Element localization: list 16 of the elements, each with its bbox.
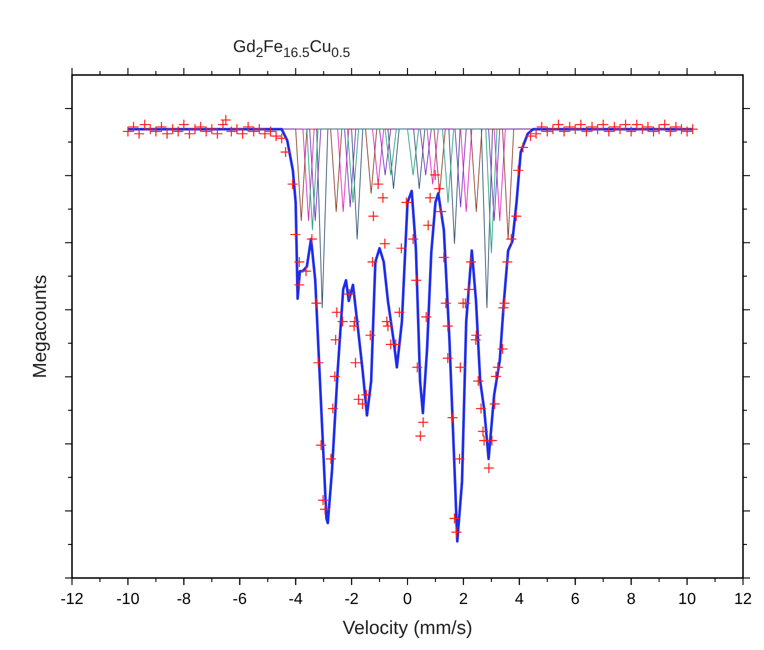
x-tick-label: 0: [403, 591, 412, 608]
y-axis-title: Megacounts: [30, 274, 51, 378]
x-axis-title: Velocity (mm/s): [342, 618, 472, 639]
x-tick-label: 2: [458, 591, 468, 608]
x-tick-label: -8: [176, 591, 192, 608]
x-tick-label: -2: [344, 591, 359, 608]
x-tick-label: 6: [570, 591, 580, 608]
x-tick-label: -4: [288, 591, 303, 608]
x-tick-label: 10: [678, 591, 696, 608]
x-tick-label: 12: [734, 591, 752, 608]
x-tick-label: -6: [232, 591, 247, 608]
x-tick-label: -12: [60, 591, 84, 608]
x-tick-label: 4: [514, 591, 524, 608]
x-tick-label: 8: [626, 591, 636, 608]
chart-title: Gd$_{2}$Fe$_{16.5}$Cu$_{0.5}$: [233, 37, 350, 60]
x-tick-label: -10: [116, 591, 140, 608]
